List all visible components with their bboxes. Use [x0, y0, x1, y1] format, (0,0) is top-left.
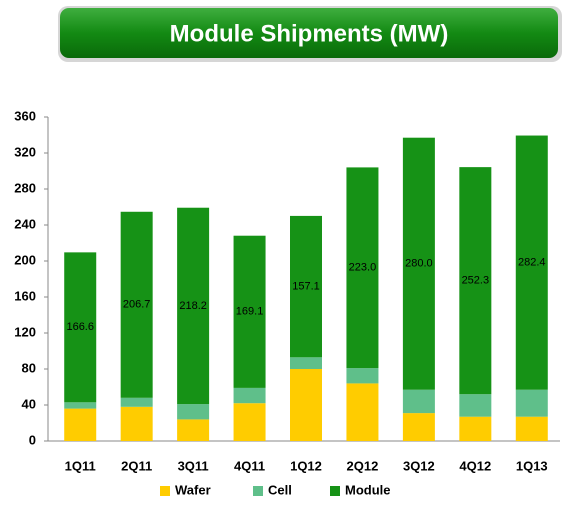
bar-segment [459, 394, 492, 417]
x-tick-label: 4Q11 [234, 458, 265, 473]
y-tick-label: 200 [14, 252, 36, 267]
data-label: 223.0 [349, 262, 377, 274]
bar-segment [402, 137, 435, 390]
legend-swatch [253, 486, 263, 496]
x-tick-label: 1Q13 [516, 458, 548, 473]
legend-label: Module [345, 482, 391, 497]
data-label: 280.0 [405, 258, 433, 270]
legend-swatch [330, 486, 340, 496]
y-tick-label: 80 [22, 360, 36, 375]
bar-segment [459, 167, 492, 395]
bar-segment [402, 389, 435, 414]
bar-segment [459, 416, 492, 441]
x-tick-label: 1Q11 [65, 458, 96, 473]
bar-segment [290, 357, 322, 369]
data-label: 282.4 [518, 257, 546, 269]
bar-segment [346, 167, 379, 369]
data-label: 166.6 [66, 321, 94, 333]
y-tick-label: 240 [14, 216, 36, 231]
data-label: 218.2 [179, 300, 207, 312]
y-tick-label: 160 [14, 288, 36, 303]
x-tick-label: 3Q11 [178, 458, 209, 473]
bar-segment [515, 135, 548, 390]
bar-segment [120, 397, 153, 407]
bar-segment [402, 413, 435, 441]
bar-segment [64, 408, 97, 441]
bar-segment [290, 369, 322, 441]
y-tick-label: 360 [14, 108, 36, 123]
data-label: 206.7 [123, 299, 151, 311]
bar-segment [515, 389, 548, 417]
x-tick-label: 2Q11 [121, 458, 152, 473]
x-tick-label: 4Q12 [459, 458, 491, 473]
legend-label: Cell [268, 482, 292, 497]
bar-segment [346, 368, 379, 384]
x-tick-label: 2Q12 [347, 458, 379, 473]
bar-segment [64, 402, 97, 409]
bar-segment [233, 387, 266, 404]
x-tick-label: 1Q12 [290, 458, 322, 473]
x-tick-label: 3Q12 [403, 458, 435, 473]
y-tick-label: 320 [14, 144, 36, 159]
bar-segment [120, 211, 153, 398]
bar-segment [177, 404, 210, 420]
data-label: 157.1 [292, 281, 320, 293]
legend-swatch [160, 486, 170, 496]
bar-segment [233, 403, 266, 441]
bar-segment [64, 252, 97, 403]
y-tick-label: 0 [29, 432, 36, 447]
bar-segment [177, 207, 210, 405]
bar-segment [177, 419, 210, 441]
y-tick-label: 120 [14, 324, 36, 339]
bar-segment [233, 235, 266, 388]
bar-segment [290, 215, 322, 358]
legend-label: Wafer [175, 482, 211, 497]
bar-segment [515, 416, 548, 441]
data-label: 169.1 [236, 306, 264, 318]
y-tick-label: 280 [14, 180, 36, 195]
bar-segment [346, 383, 379, 441]
bar-segment [120, 406, 153, 441]
chart-title: Module Shipments (MW) [170, 20, 449, 47]
title-banner [60, 8, 558, 58]
y-tick-label: 40 [22, 396, 36, 411]
data-label: 252.3 [462, 275, 490, 287]
